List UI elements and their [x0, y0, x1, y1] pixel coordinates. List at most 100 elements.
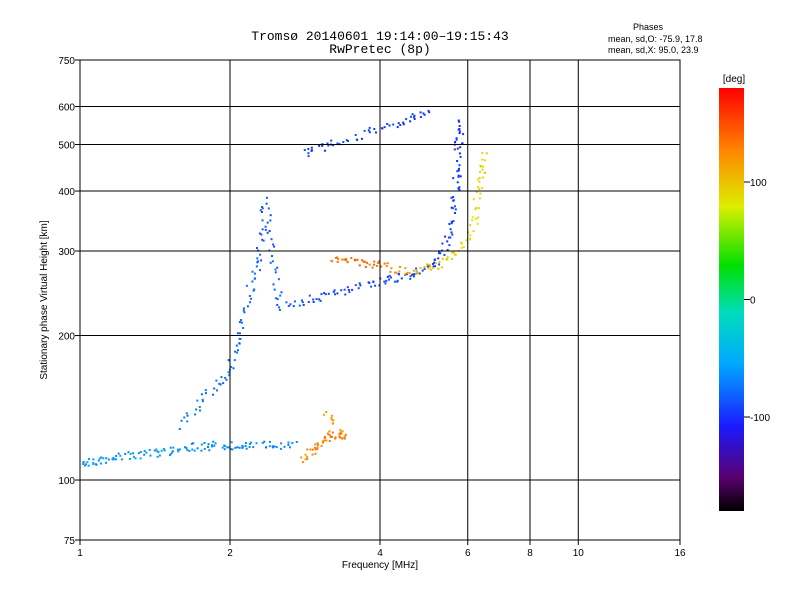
data-point — [236, 351, 238, 354]
data-point — [434, 265, 436, 268]
data-point — [481, 187, 484, 190]
data-point — [443, 253, 446, 256]
data-point — [332, 144, 335, 147]
data-point — [475, 206, 478, 209]
data-point — [271, 260, 274, 263]
data-point — [271, 445, 274, 448]
data-point — [259, 209, 262, 212]
data-point — [456, 181, 459, 184]
data-point — [399, 124, 402, 126]
data-point — [427, 109, 430, 112]
data-point — [449, 236, 452, 239]
data-point — [459, 175, 462, 178]
data-point — [479, 170, 481, 173]
data-point — [346, 261, 349, 264]
data-point — [419, 111, 422, 114]
data-point — [469, 224, 472, 227]
data-point — [457, 119, 460, 122]
data-point — [228, 359, 231, 362]
data-point — [119, 454, 122, 457]
data-point — [456, 160, 459, 162]
data-point — [385, 279, 388, 282]
data-point — [337, 258, 340, 261]
data-point — [185, 412, 188, 415]
data-point — [203, 447, 206, 450]
data-point — [483, 171, 486, 174]
data-point — [343, 435, 346, 438]
data-point — [232, 367, 235, 370]
data-point — [450, 222, 453, 225]
data-point — [244, 445, 247, 447]
data-point — [481, 151, 484, 154]
data-point — [408, 272, 411, 275]
data-point — [397, 272, 400, 275]
data-point — [344, 257, 347, 260]
data-point — [200, 449, 203, 452]
data-point — [302, 304, 305, 306]
data-point — [277, 278, 280, 281]
data-point — [276, 298, 279, 301]
data-point — [450, 231, 453, 234]
data-point — [472, 230, 475, 233]
data-point — [405, 273, 408, 276]
data-point — [373, 260, 376, 263]
data-point — [260, 233, 263, 236]
data-point — [261, 207, 264, 210]
data-point — [423, 268, 426, 270]
data-point — [298, 304, 301, 307]
data-point — [208, 449, 211, 452]
data-point — [437, 267, 440, 270]
data-point — [458, 125, 461, 127]
data-point — [446, 256, 449, 259]
data-point — [107, 458, 110, 461]
data-point — [345, 139, 348, 142]
data-point — [465, 239, 468, 242]
data-point — [289, 446, 291, 449]
data-point — [261, 219, 264, 222]
y-axis-label: Stationary phase Virtual Height [km] — [39, 220, 50, 380]
data-point — [92, 463, 95, 465]
data-point — [478, 176, 481, 179]
data-point — [433, 258, 436, 261]
data-point — [220, 376, 223, 379]
data-point — [272, 283, 275, 286]
data-point — [339, 428, 342, 431]
y-tick-label: 500 — [58, 141, 75, 152]
data-point — [259, 253, 262, 256]
data-point — [448, 223, 451, 225]
data-point — [413, 116, 416, 119]
data-point — [429, 265, 432, 268]
data-point — [336, 260, 339, 263]
data-point — [250, 297, 253, 300]
data-point — [330, 259, 333, 262]
data-point — [86, 461, 89, 464]
data-point — [460, 246, 463, 249]
data-point — [293, 300, 296, 303]
data-point — [438, 263, 441, 266]
data-point — [268, 445, 271, 448]
data-point — [231, 448, 234, 451]
data-point — [275, 297, 278, 300]
data-point — [211, 444, 214, 447]
data-point — [372, 281, 375, 284]
data-point — [268, 440, 271, 443]
data-point — [435, 262, 437, 265]
data-point — [238, 321, 241, 324]
data-point — [404, 273, 407, 276]
data-point — [363, 260, 366, 263]
data-point — [88, 458, 90, 461]
data-point — [287, 443, 290, 446]
data-point — [328, 430, 331, 433]
data-point — [292, 305, 295, 308]
data-point — [462, 245, 465, 248]
data-point — [226, 446, 229, 449]
x-tick-label: 16 — [674, 548, 686, 559]
data-point — [312, 448, 314, 451]
data-point — [454, 212, 456, 214]
data-point — [275, 446, 278, 449]
data-point — [270, 238, 273, 241]
x-tick-label: 1 — [77, 548, 83, 559]
data-point — [404, 267, 407, 270]
data-point — [458, 152, 461, 155]
data-point — [269, 214, 272, 217]
